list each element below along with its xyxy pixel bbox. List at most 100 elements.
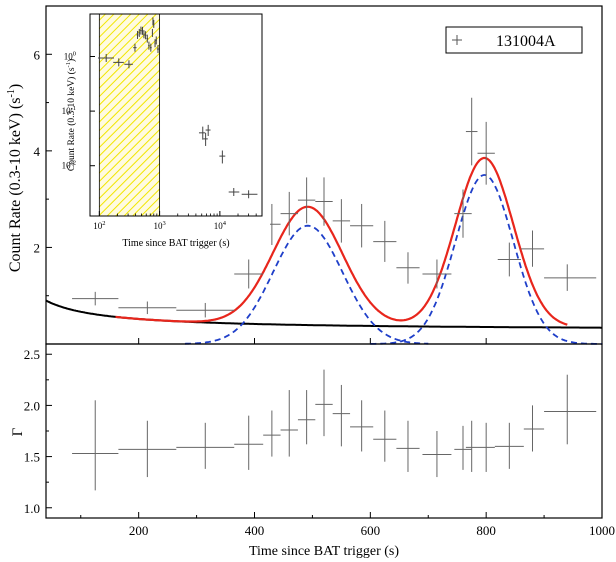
top-data-point: [118, 301, 177, 315]
inset-data-point: [149, 43, 152, 52]
bottom-data-point: [234, 415, 264, 470]
inset-y-tick-base: 10: [62, 106, 72, 116]
top-data-point: [520, 230, 545, 267]
inset-y-tick-label: 100: [64, 50, 76, 61]
inset-data-point: [154, 39, 156, 48]
bottom-y-tick-label: 2.5: [24, 347, 40, 362]
top-y-axis-label-end: ): [7, 84, 24, 89]
legend-box: [445, 26, 583, 54]
inset-x-tick-label: 104: [214, 220, 227, 231]
bottom-x-tick-label: 600: [361, 523, 381, 538]
bottom-data-point: [523, 405, 545, 452]
top-y-axis-label: Count Rate (0.3-10 keV) (s-1): [6, 84, 24, 272]
top-data-point: [297, 177, 316, 224]
bottom-data-point: [396, 420, 420, 472]
inset-frame: [89, 13, 263, 217]
bottom-data-point: [315, 369, 333, 437]
bottom-x-tick-label: 400: [245, 523, 265, 538]
inset-data-point: [219, 150, 226, 164]
inset-y-tick-exp: -2: [71, 160, 76, 167]
top-data-point: [176, 302, 235, 318]
inset-y-tick-exp: 0: [73, 50, 76, 57]
bottom-x-tick-label: 1000: [589, 523, 615, 538]
inset-x-axis-label: Time since BAT trigger (s): [122, 238, 229, 249]
top-y-axis-label-text: Count Rate (0.3-10 keV) (s: [7, 98, 24, 273]
inset-data-point: [97, 53, 114, 62]
bottom-x-tick-label: 200: [129, 523, 149, 538]
bottom-data-point: [350, 400, 374, 452]
inset-y-tick-label: 10-2: [62, 160, 76, 171]
inset-data-point: [144, 31, 147, 40]
bottom-panel: 1.0 1.5 2.0 2.5 200 400 600 800 1000: [24, 347, 615, 538]
inset-x-tick-exp: 2: [102, 220, 105, 227]
inset-x-tick-exp: 3: [162, 220, 165, 227]
bottom-data-point: [297, 390, 316, 445]
inset-data-point: [205, 124, 211, 137]
bottom-data-point: [477, 422, 495, 472]
model-gaussian1-line: [184, 224, 429, 345]
top-panel: 2 4 6: [34, 47, 603, 345]
inset-y-tick-exp: -1: [71, 105, 76, 112]
model-powerlaw-line: [45, 299, 602, 329]
inset-y-tick-label: 10-1: [62, 105, 76, 116]
bottom-y-tick-label: 1.5: [24, 450, 40, 465]
inset-data-point: [198, 126, 206, 140]
top-data-point: [315, 177, 333, 226]
top-y-tick-label: 2: [34, 240, 41, 255]
bottom-y-tick-label: 1.0: [24, 501, 40, 516]
top-y-tick-label: 4: [34, 144, 41, 159]
model-total-line: [115, 156, 568, 326]
bottom-data-point: [332, 384, 351, 447]
model-gaussian2-line: [370, 174, 603, 345]
inset-y-axis-label: Count Rate (0.3-10 keV) (s-1): [65, 59, 77, 171]
top-data-point: [422, 259, 452, 289]
top-data-point: [72, 291, 119, 306]
inset-data-point: [148, 41, 150, 50]
top-y-tick-label: 6: [34, 47, 41, 62]
bottom-data-point: [72, 400, 119, 491]
top-data-point: [544, 264, 597, 291]
inset-data-point: [155, 36, 157, 45]
x-axis-label: Time since BAT trigger (s): [249, 544, 399, 559]
bottom-data-point: [454, 425, 472, 470]
bottom-data-point: [465, 420, 478, 472]
inset-x-tick-base: 10: [214, 221, 224, 231]
top-y-axis-label-sup: -1: [6, 89, 17, 97]
bottom-data-point: [118, 420, 177, 478]
inset-data-point: [136, 30, 139, 39]
inset-x-tick-base: 10: [93, 221, 103, 231]
top-data-point: [280, 191, 298, 236]
bottom-data-point: [280, 390, 298, 457]
bottom-data-point: [422, 431, 452, 478]
inset-y-tick-base: 10: [64, 51, 74, 61]
legend-label: 131004A: [496, 33, 556, 50]
bottom-data-point: [544, 374, 597, 445]
top-data-point: [454, 189, 472, 238]
inset-data-point: [133, 43, 137, 52]
inset-data-point: [156, 45, 160, 54]
inset-x-tick-label: 102: [93, 220, 105, 231]
top-data-point: [350, 203, 374, 248]
inset-data-point: [140, 26, 142, 35]
inset-data-point: [124, 60, 133, 69]
inset-background: [60, 12, 270, 226]
inset-x-tick-exp: 4: [223, 220, 227, 227]
bottom-y-axis-label: Γ: [10, 427, 26, 436]
inset-data-point: [143, 30, 145, 39]
inset-y-axis-label-text: Count Rate (0.3-10 keV) (s: [66, 67, 77, 171]
inset-y-tick-base: 10: [62, 161, 72, 171]
inset-data-point: [153, 19, 155, 28]
inset-data-point: [152, 17, 154, 26]
bottom-data-point: [494, 422, 524, 469]
top-data-point: [373, 220, 397, 262]
inset-data-point: [151, 28, 153, 37]
top-data-point: [497, 242, 521, 277]
inset-x-tick-label: 103: [153, 220, 165, 231]
inset-shaded-region: [98, 13, 161, 217]
top-data-point: [477, 121, 495, 185]
top-data-point: [465, 97, 478, 166]
inset-data-point: [146, 34, 149, 43]
